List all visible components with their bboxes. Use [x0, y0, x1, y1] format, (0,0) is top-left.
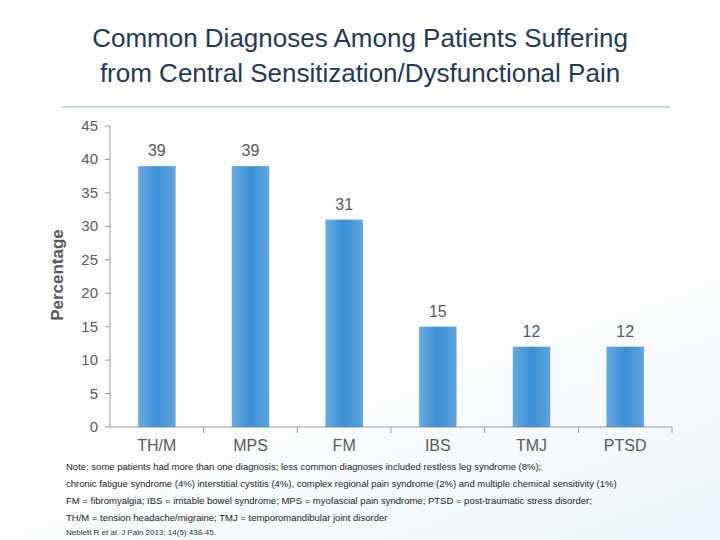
x-tick-label: FM	[333, 437, 356, 454]
title-rule	[62, 106, 670, 108]
data-label: 31	[335, 196, 353, 213]
y-tick-label: 5	[90, 385, 98, 402]
y-tick	[105, 126, 110, 127]
bar	[325, 220, 362, 427]
x-tick	[391, 427, 392, 433]
title: Common Diagnoses Among Patients Sufferin…	[92, 23, 628, 88]
y-tick	[105, 159, 110, 160]
y-tick-label: 40	[81, 150, 98, 167]
data-label: 39	[242, 142, 260, 159]
bar	[138, 166, 175, 427]
bar	[513, 347, 550, 427]
x-tick-label: IBS	[425, 437, 451, 454]
x-tick-label: PTSD	[604, 437, 647, 454]
y-tick-label: 10	[81, 351, 98, 368]
x-tick	[297, 427, 298, 433]
y-tick	[105, 192, 110, 193]
x-tick	[672, 427, 673, 433]
x-tick	[203, 427, 204, 433]
y-tick-label: 15	[81, 318, 98, 335]
note: FM = fibromyalgia; IBS = irritable bowel…	[66, 495, 592, 506]
y-tick	[105, 259, 110, 260]
data-label: 39	[148, 142, 166, 159]
bar	[419, 327, 456, 427]
y-tick	[105, 393, 110, 394]
data-label: 12	[616, 323, 634, 340]
y-axis-line	[110, 126, 111, 427]
y-tick	[105, 226, 110, 227]
x-tick-label: TH/M	[137, 437, 176, 454]
y-tick-label: 25	[81, 251, 98, 268]
y-tick-label: 35	[81, 184, 98, 201]
y-axis-label: Percentage	[48, 229, 67, 321]
y-tick-label: 0	[90, 418, 98, 435]
y-tick-label: 20	[81, 284, 98, 301]
y-tick-label: 30	[81, 217, 98, 234]
x-tick-label: TMJ	[516, 437, 547, 454]
data-label: 12	[523, 323, 541, 340]
chart: Common Diagnoses Among Patients Sufferin…	[0, 0, 720, 540]
note: Note: some patients had more than one di…	[66, 461, 541, 472]
title-line: from Central Sensitization/Dysfunctional…	[100, 58, 620, 88]
note: TH/M = tension headache/migraine; TMJ = …	[66, 512, 387, 523]
y-tick	[105, 326, 110, 327]
page: Common Diagnoses Among Patients Sufferin…	[0, 0, 720, 540]
bars	[138, 166, 644, 427]
bar	[232, 166, 269, 427]
x-tick	[484, 427, 485, 433]
y-tick	[105, 360, 110, 361]
y-tick-label: 45	[81, 117, 98, 134]
bar	[606, 347, 643, 427]
y-tick	[105, 293, 110, 294]
x-tick-label: MPS	[233, 437, 268, 454]
source: Neblett R et al. J Pain 2013; 14(5):438-…	[66, 528, 216, 537]
x-tick	[578, 427, 579, 433]
title-line: Common Diagnoses Among Patients Sufferin…	[92, 23, 628, 53]
y-tick	[105, 427, 110, 428]
note: chronic fatigue syndrome (4%) interstiti…	[66, 478, 617, 489]
data-label: 15	[429, 303, 447, 320]
